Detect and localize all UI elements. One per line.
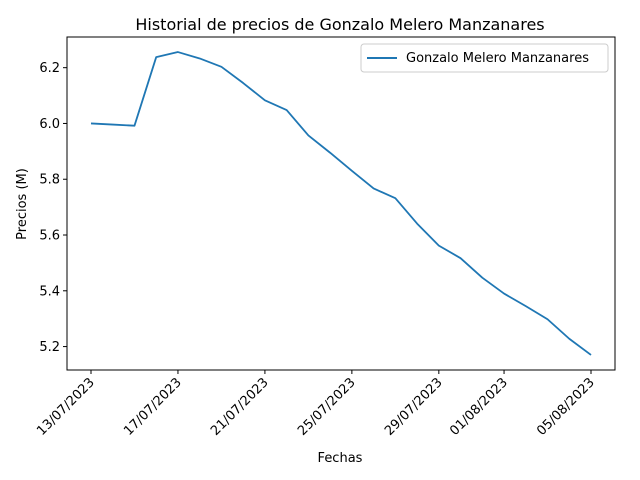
x-tick-label: 05/08/2023 [534, 375, 598, 439]
plot-frame [66, 36, 616, 371]
x-tick-label: 21/07/2023 [208, 375, 272, 439]
legend: Gonzalo Melero Manzanares [360, 43, 609, 73]
x-tick-label: 13/07/2023 [34, 375, 98, 439]
x-tick-label: 17/07/2023 [121, 375, 185, 439]
y-tick-label: 6.0 [39, 117, 60, 132]
chart-title: Historial de precios de Gonzalo Melero M… [135, 15, 544, 34]
x-tick-label: 25/07/2023 [295, 375, 359, 439]
y-tick-label: 6.2 [39, 61, 60, 76]
x-tick-label: 01/08/2023 [447, 375, 511, 439]
plot-area: 13/07/2023 17/07/2023 21/07/2023 25/07/2023… [34, 36, 616, 439]
x-tick-label: 29/07/2023 [382, 375, 446, 439]
x-axis-label: Fechas [318, 451, 363, 466]
y-axis-label: Precios (M) [15, 168, 30, 240]
y-tick-label: 5.4 [39, 284, 60, 299]
y-tick-label: 5.2 [39, 340, 60, 355]
series-line [90, 51, 592, 356]
series-group [90, 51, 592, 356]
legend-box [360, 43, 609, 73]
y-tick-label: 5.8 [39, 173, 60, 188]
y-tick-label: 5.6 [39, 229, 60, 244]
legend-label: Gonzalo Melero Manzanares [406, 51, 589, 66]
x-axis-ticks: 13/07/2023 17/07/2023 21/07/2023 25/07/2023… [34, 370, 598, 439]
y-axis-ticks: 5.2 5.4 5.6 5.8 6.0 6.2 [39, 61, 67, 355]
